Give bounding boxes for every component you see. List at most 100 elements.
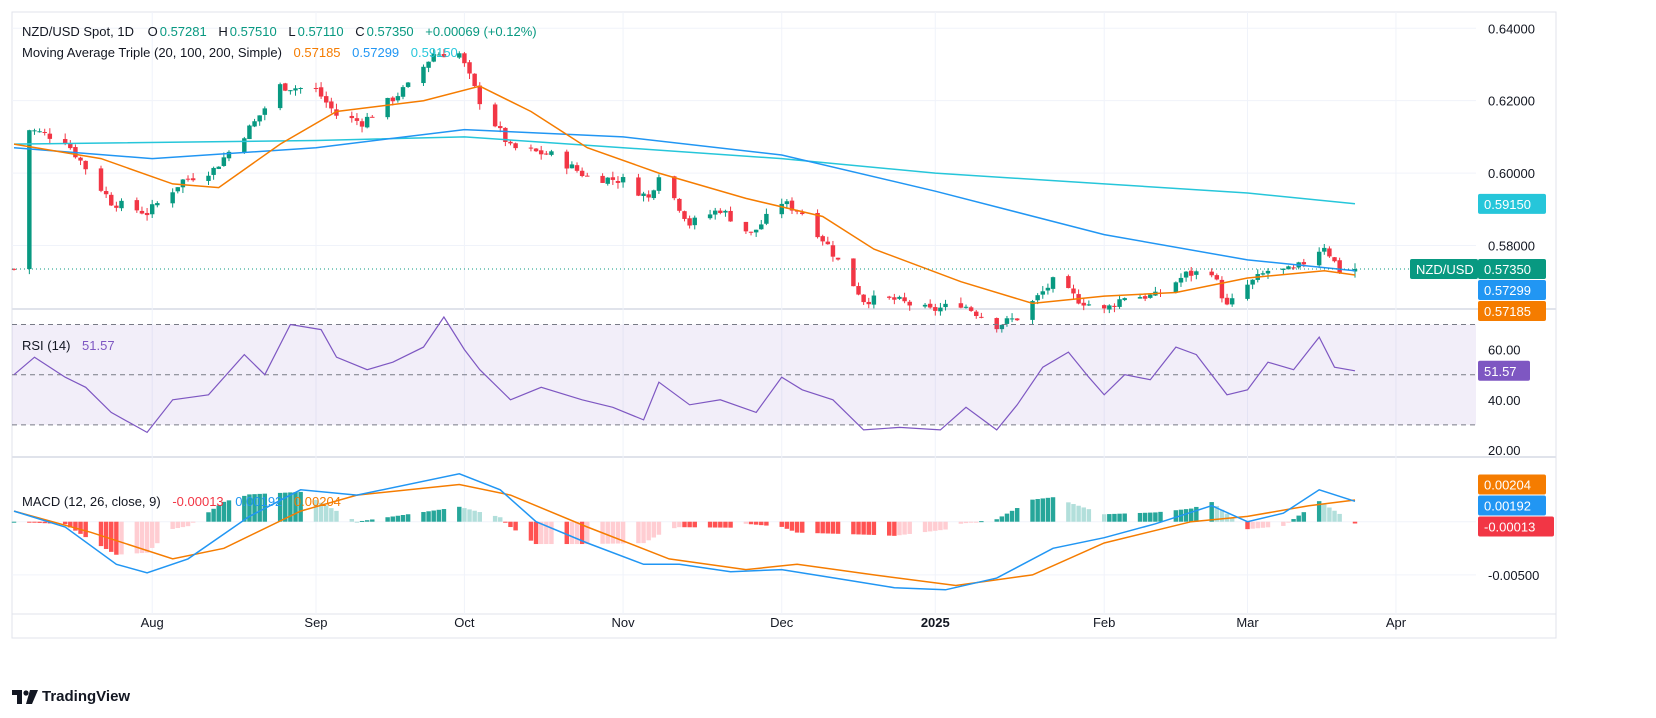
candle-body[interactable] (968, 307, 974, 311)
candle-body[interactable] (462, 53, 467, 64)
candle-body[interactable] (902, 297, 907, 302)
candle-body[interactable] (933, 307, 938, 311)
candle-body[interactable] (825, 241, 831, 245)
candle-body[interactable] (1322, 247, 1327, 252)
candle-body[interactable] (1183, 271, 1189, 278)
candle-body[interactable] (1178, 277, 1184, 283)
candle-body[interactable] (820, 236, 825, 242)
candle-body[interactable] (615, 180, 621, 183)
candle-body[interactable] (190, 178, 196, 181)
candle-body[interactable] (149, 204, 155, 215)
candle-body[interactable] (999, 324, 1005, 330)
candle-body[interactable] (175, 187, 181, 192)
candle-body[interactable] (498, 126, 503, 129)
candle-body[interactable] (68, 143, 73, 149)
candle-body[interactable] (579, 170, 585, 177)
candle-body[interactable] (206, 175, 211, 181)
candle-body[interactable] (723, 210, 728, 213)
candle-body[interactable] (897, 296, 902, 299)
candle-body[interactable] (139, 210, 145, 214)
candle-body[interactable] (958, 303, 964, 308)
candle-body[interactable] (390, 97, 395, 102)
candle-body[interactable] (1214, 275, 1220, 280)
candle-body[interactable] (605, 177, 610, 184)
candle-body[interactable] (533, 148, 539, 152)
candle-body[interactable] (211, 167, 216, 175)
candle-body[interactable] (564, 151, 570, 169)
candle-body[interactable] (851, 258, 856, 287)
candle-body[interactable] (226, 151, 232, 159)
candle-body[interactable] (119, 200, 124, 209)
candle-body[interactable] (83, 160, 88, 170)
candle-body[interactable] (370, 116, 375, 118)
candle-body[interactable] (927, 303, 933, 308)
candle-body[interactable] (1316, 251, 1322, 266)
candle-body[interactable] (508, 141, 513, 144)
candle-body[interactable] (385, 97, 390, 118)
candle-body[interactable] (963, 306, 969, 308)
candle-body[interactable] (887, 296, 892, 298)
candle-body[interactable] (78, 157, 83, 161)
candle-body[interactable] (114, 205, 119, 208)
candle-body[interactable] (364, 116, 370, 128)
candle-body[interactable] (528, 147, 534, 149)
candle-body[interactable] (1107, 305, 1112, 310)
candle-body[interactable] (503, 127, 508, 142)
candle-body[interactable] (1291, 267, 1296, 269)
candle-body[interactable] (1250, 279, 1255, 285)
candle-body[interactable] (283, 83, 288, 91)
candle-body[interactable] (753, 229, 759, 233)
candle-body[interactable] (1004, 318, 1010, 324)
candle-body[interactable] (436, 54, 442, 56)
candle-body[interactable] (784, 201, 790, 205)
candle-body[interactable] (1173, 282, 1179, 293)
candle-body[interactable] (11, 268, 17, 270)
candle-body[interactable] (1117, 299, 1122, 307)
candle-body[interactable] (764, 213, 769, 224)
candle-body[interactable] (861, 294, 866, 303)
candle-body[interactable] (298, 88, 303, 90)
candle-body[interactable] (856, 286, 861, 295)
candle-body[interactable] (180, 179, 186, 188)
candle-body[interactable] (549, 151, 554, 155)
candle-body[interactable] (779, 203, 784, 215)
candle-body[interactable] (247, 125, 252, 140)
candle-body[interactable] (682, 211, 687, 219)
candle-body[interactable] (1045, 287, 1051, 291)
candle-body[interactable] (1209, 271, 1214, 276)
candle-body[interactable] (1112, 305, 1117, 307)
candle-body[interactable] (513, 143, 518, 149)
candle-body[interactable] (1035, 295, 1040, 301)
candle-body[interactable] (1286, 266, 1291, 270)
candle-body[interactable] (262, 108, 268, 115)
candle-body[interactable] (979, 316, 984, 318)
candle-body[interactable] (1086, 304, 1092, 306)
candle-body[interactable] (1050, 277, 1056, 289)
candle-body[interactable] (1301, 262, 1307, 265)
candle-body[interactable] (1071, 288, 1076, 294)
candle-body[interactable] (1327, 248, 1332, 257)
candle-body[interactable] (718, 210, 723, 213)
candle-body[interactable] (1265, 270, 1271, 274)
candle-body[interactable] (574, 165, 580, 171)
candle-body[interactable] (492, 104, 498, 127)
candle-body[interactable] (759, 224, 764, 230)
candle-body[interactable] (405, 82, 411, 87)
candle-body[interactable] (109, 194, 114, 206)
candle-body[interactable] (323, 96, 329, 103)
candle-body[interactable] (656, 177, 662, 191)
candle-body[interactable] (1122, 298, 1127, 301)
candle-body[interactable] (1081, 302, 1086, 306)
candle-body[interactable] (538, 150, 544, 155)
candle-body[interactable] (329, 101, 334, 109)
candle-body[interactable] (1142, 296, 1148, 299)
candle-body[interactable] (47, 133, 53, 139)
candle-body[interactable] (866, 301, 871, 305)
candle-body[interactable] (477, 85, 482, 105)
candle-body[interactable] (1009, 318, 1015, 320)
candle-body[interactable] (318, 87, 324, 97)
candle-body[interactable] (185, 178, 191, 180)
candle-body[interactable] (349, 115, 355, 119)
candle-body[interactable] (354, 118, 360, 121)
